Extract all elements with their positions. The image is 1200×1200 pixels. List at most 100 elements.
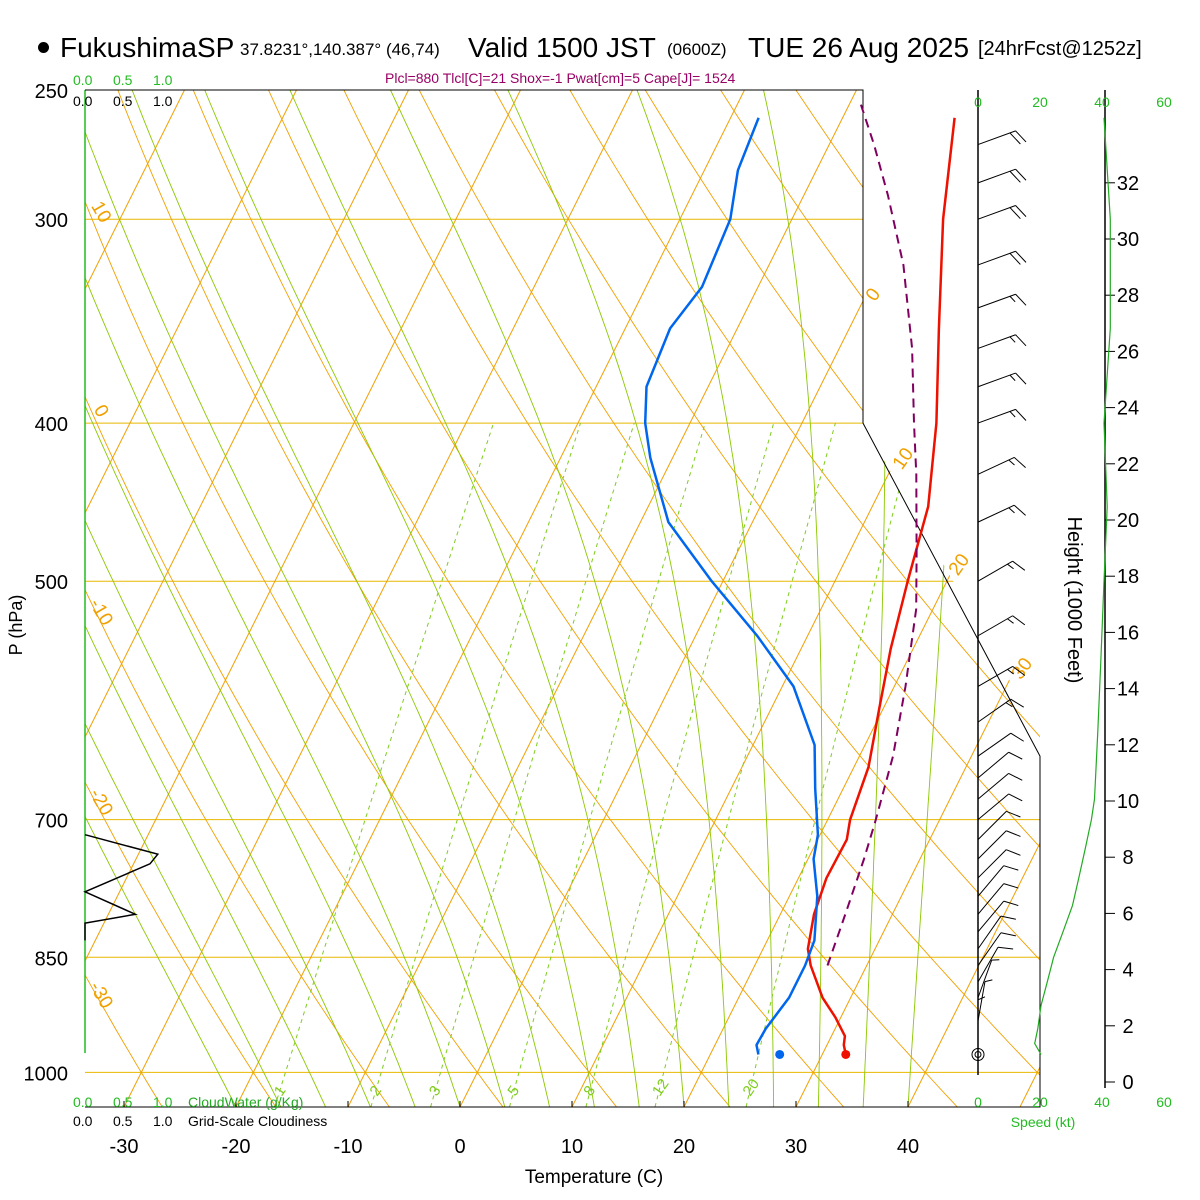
wind-barb-icon <box>977 205 1027 220</box>
mixing-ratio-line <box>509 422 706 1107</box>
temperature-tick-label: -20 <box>222 1136 251 1158</box>
wind-barb-shaft <box>977 250 1016 266</box>
wind-barb-shaft <box>977 732 1012 757</box>
wind-barb-icon <box>977 865 1019 897</box>
isotherm-line <box>235 90 745 1107</box>
cloud-scale-label: 0.0 <box>73 1094 93 1110</box>
dry-adiabat <box>343 90 1040 1107</box>
mixing-ratio-label: 3 <box>426 1083 445 1100</box>
wind-barb-flag <box>1015 372 1027 385</box>
isotherm-line <box>795 90 1040 1107</box>
wind-barb-flag <box>997 946 1014 950</box>
wind-barb-shaft <box>977 334 1016 349</box>
height-tick-label: 4 <box>1122 960 1133 982</box>
height-tick-label: 26 <box>1117 341 1139 363</box>
pressure-tick-label: 400 <box>35 414 68 436</box>
temperature-tick-label: -10 <box>334 1136 363 1158</box>
height-tick-label: 24 <box>1117 398 1139 420</box>
dry-adiabat <box>85 90 163 1107</box>
wind-barb-shaft <box>977 810 1007 840</box>
wind-barb-shaft <box>977 883 1005 915</box>
isotherm-line <box>907 90 1040 1107</box>
moist-adiabat <box>85 90 237 1107</box>
wind-barb-flag <box>1009 252 1021 265</box>
isotherm-label: 0 <box>862 284 885 305</box>
valid-time: Valid 1500 JST <box>468 32 656 63</box>
moist-adiabat <box>85 90 461 1107</box>
pressure-tick-label: 250 <box>35 81 68 103</box>
dry-adiabat <box>569 90 1040 1107</box>
wind-barb-shaft <box>977 560 1013 582</box>
wind-barb-flag <box>1015 250 1027 263</box>
wind-barb-icon <box>977 946 1014 983</box>
cloud-scale-label: 0.5 <box>113 1094 133 1110</box>
wind-barb-flag <box>1009 295 1016 303</box>
station-name: FukushimaSP <box>60 32 235 63</box>
mixing-ratio-label: 12 <box>649 1076 672 1099</box>
cloud-scale-label: 0.0 <box>73 72 93 88</box>
wind-barb-shaft <box>977 981 986 1022</box>
wind-barb-icon <box>977 408 1027 424</box>
wind-barb-icon <box>977 915 1016 950</box>
wind-barb-icon <box>977 334 1027 349</box>
wind-barb-flag <box>1013 457 1026 468</box>
wind-barb-icon <box>977 168 1027 184</box>
wind-barb-flag <box>984 979 993 983</box>
temperature-tick-label: 30 <box>785 1136 807 1158</box>
wind-barb-flag <box>1009 207 1021 220</box>
wind-barb-flag <box>1006 810 1021 818</box>
wind-scale-label: 0 <box>974 1094 982 1110</box>
height-tick-label: 16 <box>1117 622 1139 644</box>
cloud-scale-label: 0.0 <box>73 1113 93 1129</box>
moist-adiabat <box>636 90 775 1107</box>
wind-barb-flag <box>1006 830 1021 837</box>
moist-adiabat <box>862 90 886 1107</box>
pressure-tick-label: 500 <box>35 572 68 594</box>
wind-barb-flag <box>1007 563 1014 570</box>
calm-wind-icon <box>974 1050 982 1058</box>
wind-barb-shaft <box>977 773 1009 800</box>
dry-adiabat <box>85 90 390 1107</box>
mixing-ratio-label: 5 <box>504 1083 523 1100</box>
valid-date: TUE 26 Aug 2025 <box>748 32 970 63</box>
wind-barb-flag <box>1008 507 1015 514</box>
wind-scale-label: 40 <box>1094 94 1110 110</box>
height-tick-label: 12 <box>1117 735 1139 757</box>
wind-barb-flag <box>1007 668 1014 675</box>
moist-adiabat <box>85 90 282 1107</box>
wind-barb-flag <box>1015 409 1027 421</box>
cloud-scale-label: 1.0 <box>153 72 173 88</box>
background-grid <box>85 90 1040 1107</box>
wind-barb-icon <box>977 751 1023 779</box>
isotherm-label: 30 <box>1008 654 1037 683</box>
isotherm-line <box>571 90 1040 1107</box>
sounding-indices: Plcl=880 Tlcl[C]=21 Shox=-1 Pwat[cm]=5 C… <box>385 70 736 86</box>
isotherm-line <box>683 90 1040 1107</box>
moist-adiabat <box>507 90 730 1107</box>
wind-barb-icon <box>977 732 1024 757</box>
wind-barb-shaft <box>977 793 1009 821</box>
wind-barb-icon <box>977 372 1027 388</box>
plot-frame <box>85 89 1041 1108</box>
height-tick-label: 28 <box>1117 285 1139 307</box>
dry-adiabat <box>494 90 1040 1107</box>
temperature-tick-label: -30 <box>110 1136 139 1158</box>
wind-barb-icon <box>977 615 1026 637</box>
dry-adiabat <box>795 90 1040 1107</box>
cloud-scale-label: 0.5 <box>113 93 133 109</box>
dry-adiabat <box>1021 90 1040 1107</box>
wind-scale-label: 0 <box>974 94 982 110</box>
height-tick-label: 14 <box>1117 679 1139 701</box>
valid-time-utc: (0600Z) <box>667 40 727 59</box>
wind-barb-shaft <box>977 456 1015 475</box>
wind-barb-shaft <box>977 408 1016 424</box>
wind-barb-shaft <box>977 168 1016 184</box>
moist-adiabat <box>289 90 640 1107</box>
height-axis-label: Height (1000 Feet) <box>1063 517 1085 684</box>
cloudwater-label: CloudWater (g/Kg) <box>188 1094 303 1110</box>
wind-barb-icon <box>977 996 986 1040</box>
mixing-ratio-line <box>274 422 494 1107</box>
wind-barb-icon <box>977 793 1023 821</box>
wind-barb-shaft <box>977 130 1016 146</box>
